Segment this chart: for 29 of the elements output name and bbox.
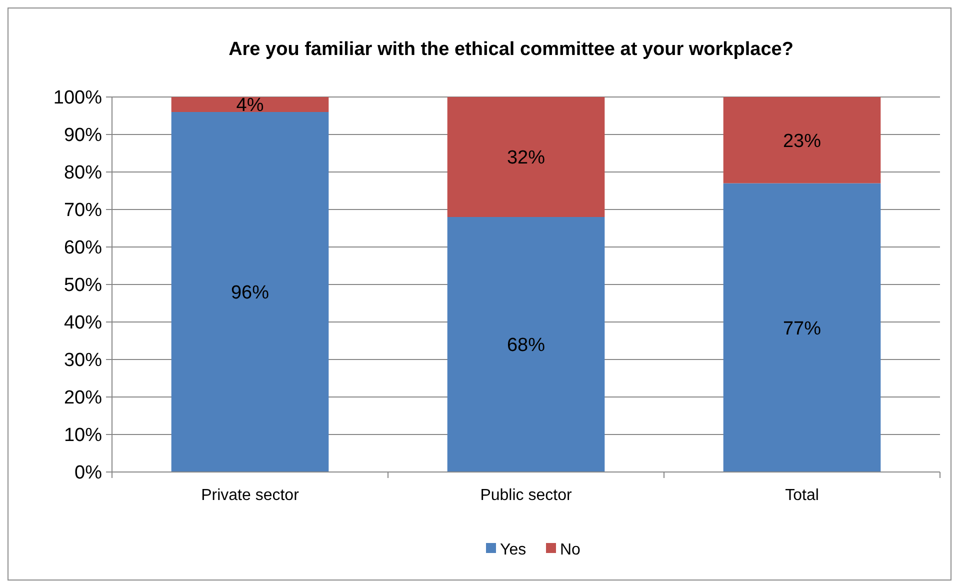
bar [447, 97, 605, 217]
legend-label: No [560, 542, 581, 559]
y-tick-label: 50% [64, 275, 102, 296]
chart-title: Are you familiar with the ethical committee at your workplace? [228, 39, 794, 60]
y-tick-label: 40% [64, 312, 102, 334]
bar [171, 97, 329, 112]
bar [171, 112, 329, 472]
x-tick-label: Private sector [201, 487, 300, 504]
x-tick-label: Total [785, 487, 819, 504]
y-tick-label: 80% [64, 162, 102, 184]
y-tick-label: 60% [64, 238, 102, 259]
data-label: 32% [506, 148, 546, 169]
data-label: 77% [782, 318, 822, 340]
data-label: 4% [236, 95, 264, 116]
y-tick-label: 90% [64, 125, 102, 146]
bar [723, 183, 881, 472]
bar [447, 217, 605, 472]
bar [723, 97, 881, 184]
y-tick-label: 0% [74, 462, 102, 484]
y-tick-label: 30% [64, 350, 102, 372]
data-label: 23% [782, 130, 822, 152]
y-tick-label: 20% [64, 388, 102, 409]
data-label: 68% [506, 335, 546, 356]
data-label: 96% [230, 282, 270, 304]
y-tick-label: 100% [53, 88, 102, 109]
x-tick-label: Public sector [480, 487, 572, 504]
y-tick-label: 10% [64, 425, 102, 446]
legend-label: Yes [500, 542, 526, 559]
y-tick-label: 70% [64, 200, 102, 222]
